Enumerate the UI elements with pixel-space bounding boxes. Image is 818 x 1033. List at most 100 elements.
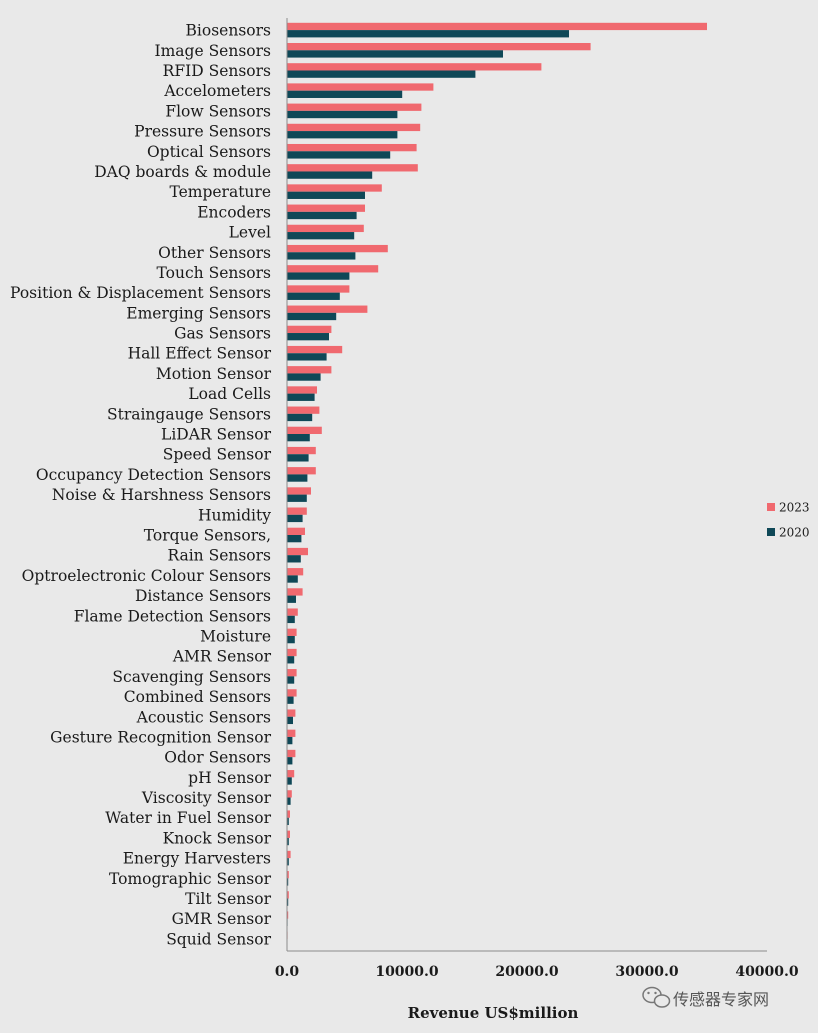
bar-2023-2 <box>287 63 542 71</box>
watermark: 传感器专家网 <box>642 986 769 1009</box>
bar-2023-21 <box>287 446 316 455</box>
category-label: Flame Detection Sensors <box>74 607 271 625</box>
bar-2020-26 <box>287 555 301 563</box>
bar-2023-15 <box>287 325 332 334</box>
bar-2020-39 <box>287 817 289 826</box>
bar-2023-11 <box>287 244 388 253</box>
bar-2020-36 <box>287 757 293 765</box>
bar-2023-4 <box>287 103 422 111</box>
category-label: Humidity <box>198 506 271 524</box>
bar-2023-18 <box>287 386 317 394</box>
bar-2020-0 <box>287 30 569 38</box>
bar-2020-38 <box>287 797 291 805</box>
bar-2023-41 <box>287 850 291 859</box>
bar-2023-13 <box>287 285 350 293</box>
bar-2023-28 <box>287 588 303 596</box>
legend-label-2023: 2023 <box>779 501 810 515</box>
category-label: LiDAR Sensor <box>161 426 272 444</box>
bar-2023-25 <box>287 527 305 535</box>
bar-2023-17 <box>287 366 332 374</box>
category-label: Image Sensors <box>154 42 271 60</box>
category-label: Viscosity Sensor <box>141 789 272 807</box>
category-label: Noise & Harshness Sensors <box>52 486 271 504</box>
category-label: Position & Displacement Sensors <box>10 284 271 302</box>
category-label: RFID Sensors <box>163 62 271 80</box>
bar-2020-33 <box>287 696 294 704</box>
bar-2023-27 <box>287 568 304 576</box>
bar-2020-40 <box>287 837 289 846</box>
bar-2023-23 <box>287 487 311 495</box>
bar-2023-3 <box>287 83 434 91</box>
bar-2023-0 <box>287 22 707 31</box>
bar-2023-40 <box>287 830 290 838</box>
bar-2023-8 <box>287 184 382 192</box>
bar-2020-14 <box>287 312 337 321</box>
bar-2020-28 <box>287 595 296 603</box>
category-label: Odor Sensors <box>164 749 271 767</box>
x-tick-labels: 0.0 10000.0 20000.0 30000.0 40000.0 <box>275 964 799 980</box>
bar-2023-42 <box>287 871 289 879</box>
category-label: Accelometers <box>163 82 271 100</box>
bar-2020-15 <box>287 333 329 341</box>
bar-2023-1 <box>287 42 591 51</box>
category-label: Pressure Sensors <box>134 123 271 141</box>
bar-2020-3 <box>287 90 403 98</box>
bar-2023-6 <box>287 143 417 152</box>
bar-2023-39 <box>287 810 290 818</box>
bar-2020-31 <box>287 656 295 664</box>
bar-2020-11 <box>287 252 356 260</box>
category-label: Emerging Sensors <box>126 304 271 322</box>
bar-2020-37 <box>287 777 292 785</box>
bar-2020-35 <box>287 736 293 745</box>
x-tick-label: 20000.0 <box>495 964 559 980</box>
bar-2023-9 <box>287 204 365 212</box>
bar-2023-20 <box>287 426 322 435</box>
bar-2020-23 <box>287 494 307 502</box>
category-label: GMR Sensor <box>172 910 272 928</box>
legend-label-2020: 2020 <box>779 526 810 540</box>
category-label: Gas Sensors <box>174 325 271 343</box>
bar-2020-41 <box>287 858 289 866</box>
wechat-icon <box>642 986 671 1008</box>
category-label: Occupancy Detection Sensors <box>36 466 271 484</box>
bar-2020-2 <box>287 70 476 78</box>
x-tick-label: 40000.0 <box>735 964 799 980</box>
legend-swatch-2020 <box>767 528 775 536</box>
bar-2023-7 <box>287 164 418 172</box>
category-label: Scavenging Sensors <box>112 668 271 686</box>
bar-2020-24 <box>287 514 303 523</box>
bar-2023-29 <box>287 608 298 616</box>
category-label: Temperature <box>169 183 271 201</box>
category-label: Flow Sensors <box>165 102 271 120</box>
bar-2020-34 <box>287 716 293 725</box>
category-label: Gesture Recognition Sensor <box>50 728 271 746</box>
category-label: Touch Sensors <box>157 264 272 282</box>
x-tick-label: 10000.0 <box>375 964 439 980</box>
bar-2020-27 <box>287 575 298 583</box>
bar-2023-38 <box>287 790 292 798</box>
category-label: Acoustic Sensors <box>136 708 271 726</box>
bar-2020-21 <box>287 454 309 462</box>
category-label: Biosensors <box>186 22 271 40</box>
category-label: Straingauge Sensors <box>107 405 271 423</box>
bar-2020-43 <box>287 898 289 906</box>
category-label: Knock Sensor <box>163 829 272 847</box>
bar-2020-32 <box>287 676 295 684</box>
category-label: Tilt Sensor <box>185 890 271 908</box>
bars-group <box>287 22 707 947</box>
bar-2023-32 <box>287 669 297 677</box>
bar-2023-5 <box>287 123 421 132</box>
bar-2023-31 <box>287 648 297 657</box>
category-label: Optical Sensors <box>147 143 271 161</box>
category-label: Energy Harvesters <box>123 850 271 868</box>
category-label: Rain Sensors <box>167 547 271 565</box>
bar-2023-19 <box>287 406 320 414</box>
bar-2023-35 <box>287 729 296 737</box>
bar-2020-18 <box>287 393 315 401</box>
bar-2023-10 <box>287 224 364 233</box>
bar-2020-17 <box>287 373 321 381</box>
bar-2020-9 <box>287 211 357 220</box>
category-label: Distance Sensors <box>135 587 271 605</box>
